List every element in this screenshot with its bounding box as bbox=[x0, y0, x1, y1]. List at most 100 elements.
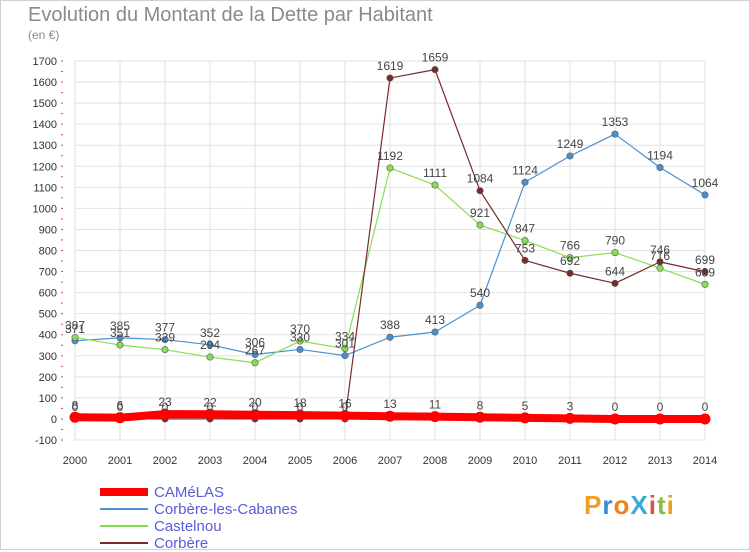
data-label: 0 bbox=[72, 400, 79, 414]
data-point bbox=[566, 152, 574, 160]
data-label: 330 bbox=[290, 330, 310, 344]
data-point bbox=[656, 164, 664, 172]
unit-label: (en €) bbox=[28, 28, 60, 42]
data-point bbox=[159, 408, 171, 420]
data-label: 0 bbox=[117, 400, 124, 414]
data-label: 1619 bbox=[377, 59, 404, 73]
data-point bbox=[296, 345, 304, 353]
y-tick-label: -100 bbox=[35, 435, 57, 447]
data-point bbox=[656, 264, 664, 272]
data-point bbox=[656, 258, 664, 266]
data-point bbox=[476, 301, 484, 309]
data-label: 1353 bbox=[602, 115, 629, 129]
data-point bbox=[204, 408, 216, 420]
data-point bbox=[611, 249, 619, 257]
data-label: 644 bbox=[605, 264, 625, 278]
data-point bbox=[296, 337, 304, 345]
data-label: 1192 bbox=[377, 149, 403, 163]
data-point bbox=[474, 411, 486, 423]
data-label: 388 bbox=[380, 318, 400, 332]
data-label: 0 bbox=[342, 400, 349, 414]
legend-item: Castelnou bbox=[100, 517, 222, 535]
data-point bbox=[701, 268, 709, 276]
data-label: 639 bbox=[695, 265, 715, 279]
data-point bbox=[339, 410, 351, 422]
data-label: 790 bbox=[605, 234, 625, 248]
data-point bbox=[431, 66, 439, 74]
x-tick-label: 2004 bbox=[243, 455, 267, 467]
data-point bbox=[701, 191, 709, 199]
data-point bbox=[699, 413, 711, 425]
data-point bbox=[701, 280, 709, 288]
x-tick-label: 2009 bbox=[468, 455, 492, 467]
x-tick-label: 2001 bbox=[108, 455, 132, 467]
data-label: 18 bbox=[293, 396, 307, 410]
legend-swatch bbox=[100, 488, 148, 496]
y-tick-label: 0 bbox=[51, 414, 57, 426]
y-tick-label: 1000 bbox=[33, 203, 57, 215]
data-label: 0 bbox=[297, 400, 304, 414]
y-tick-label: 300 bbox=[39, 351, 57, 363]
data-label: 1084 bbox=[467, 172, 494, 186]
data-point bbox=[566, 254, 574, 262]
data-label: 692 bbox=[560, 254, 580, 268]
data-label: 13 bbox=[383, 397, 397, 411]
data-point bbox=[611, 130, 619, 138]
data-label: 11 bbox=[429, 398, 442, 412]
data-point bbox=[566, 269, 574, 277]
data-label: 716 bbox=[650, 249, 670, 263]
legend-swatch bbox=[100, 508, 148, 510]
y-tick-label: 400 bbox=[39, 330, 57, 342]
data-label: 3 bbox=[567, 399, 574, 413]
data-label: 1194 bbox=[647, 149, 673, 163]
data-label: 847 bbox=[515, 222, 535, 236]
data-point bbox=[429, 411, 441, 423]
data-point bbox=[251, 351, 259, 359]
data-label: 8 bbox=[477, 398, 484, 412]
data-label: 0 bbox=[612, 400, 619, 414]
data-label: 6 bbox=[117, 399, 124, 413]
legend-label: Castelnou bbox=[154, 517, 222, 535]
data-point bbox=[69, 411, 81, 423]
data-label: 23 bbox=[158, 395, 172, 409]
data-label: 921 bbox=[470, 206, 490, 220]
data-point bbox=[341, 345, 349, 353]
y-tick-label: 1100 bbox=[33, 182, 57, 194]
data-point bbox=[431, 181, 439, 189]
legend-item: CAMéLAS bbox=[100, 484, 224, 501]
x-tick-label: 2014 bbox=[693, 455, 717, 467]
data-point bbox=[294, 409, 306, 421]
data-label: 385 bbox=[110, 319, 130, 333]
data-label: 413 bbox=[425, 313, 445, 327]
data-point bbox=[116, 334, 124, 342]
data-label: 8 bbox=[72, 398, 79, 412]
y-tick-label: 1700 bbox=[33, 56, 57, 68]
data-label: 5 bbox=[522, 399, 529, 413]
y-tick-label: 700 bbox=[39, 267, 57, 279]
legend-item: Corbère-les-Cabanes bbox=[100, 501, 297, 518]
data-point bbox=[384, 410, 396, 422]
y-tick-label: 800 bbox=[39, 246, 57, 258]
data-point bbox=[251, 359, 259, 367]
data-label: 746 bbox=[650, 243, 670, 257]
x-tick-label: 2013 bbox=[648, 455, 672, 467]
data-label: 1064 bbox=[692, 176, 719, 190]
data-label: 699 bbox=[695, 253, 715, 267]
data-label: 0 bbox=[162, 400, 169, 414]
legend-label: Corbère bbox=[154, 534, 209, 552]
y-tick-label: 600 bbox=[39, 288, 57, 300]
y-tick-label: 1300 bbox=[33, 140, 57, 152]
data-point bbox=[386, 333, 394, 341]
data-label: 0 bbox=[207, 400, 214, 414]
data-point bbox=[521, 178, 529, 186]
y-tick-label: 1600 bbox=[33, 77, 57, 89]
data-point bbox=[206, 353, 214, 361]
data-label: 306 bbox=[245, 336, 265, 350]
data-point bbox=[71, 333, 79, 341]
data-label: 329 bbox=[155, 331, 175, 345]
x-tick-label: 2002 bbox=[153, 455, 177, 467]
x-tick-label: 2012 bbox=[603, 455, 627, 467]
data-label: 351 bbox=[110, 326, 130, 340]
y-tick-label: 200 bbox=[39, 372, 57, 384]
data-label: 1111 bbox=[423, 166, 447, 180]
